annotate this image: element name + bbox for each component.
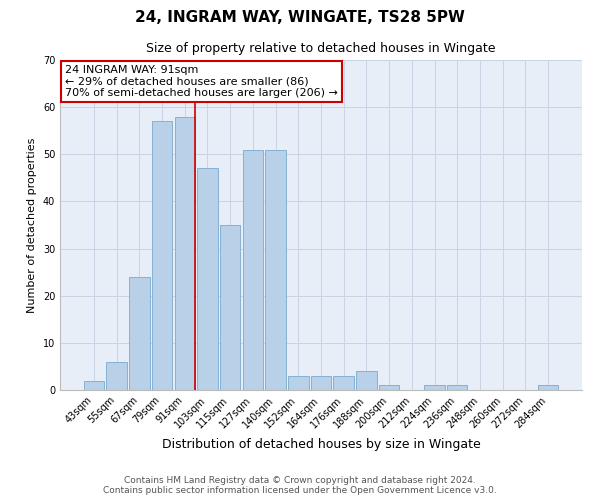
Bar [152, 122, 172, 390]
Y-axis label: Number of detached properties: Number of detached properties [27, 138, 37, 312]
X-axis label: Distribution of detached houses by size in Wingate: Distribution of detached houses by size … [161, 438, 481, 451]
Text: 24, INGRAM WAY, WINGATE, TS28 5PW: 24, INGRAM WAY, WINGATE, TS28 5PW [135, 10, 465, 25]
Bar [356, 371, 377, 390]
Bar [334, 376, 354, 390]
Title: Size of property relative to detached houses in Wingate: Size of property relative to detached ho… [146, 42, 496, 54]
Bar [538, 386, 558, 390]
Bar [288, 376, 308, 390]
Bar [106, 362, 127, 390]
Bar [242, 150, 263, 390]
Bar [424, 386, 445, 390]
Bar [447, 386, 467, 390]
Bar [175, 116, 195, 390]
Bar [311, 376, 331, 390]
Bar [84, 380, 104, 390]
Bar [220, 225, 241, 390]
Bar [265, 150, 286, 390]
Bar [379, 386, 400, 390]
Bar [129, 277, 149, 390]
Bar [197, 168, 218, 390]
Text: 24 INGRAM WAY: 91sqm
← 29% of detached houses are smaller (86)
70% of semi-detac: 24 INGRAM WAY: 91sqm ← 29% of detached h… [65, 65, 338, 98]
Text: Contains HM Land Registry data © Crown copyright and database right 2024.
Contai: Contains HM Land Registry data © Crown c… [103, 476, 497, 495]
